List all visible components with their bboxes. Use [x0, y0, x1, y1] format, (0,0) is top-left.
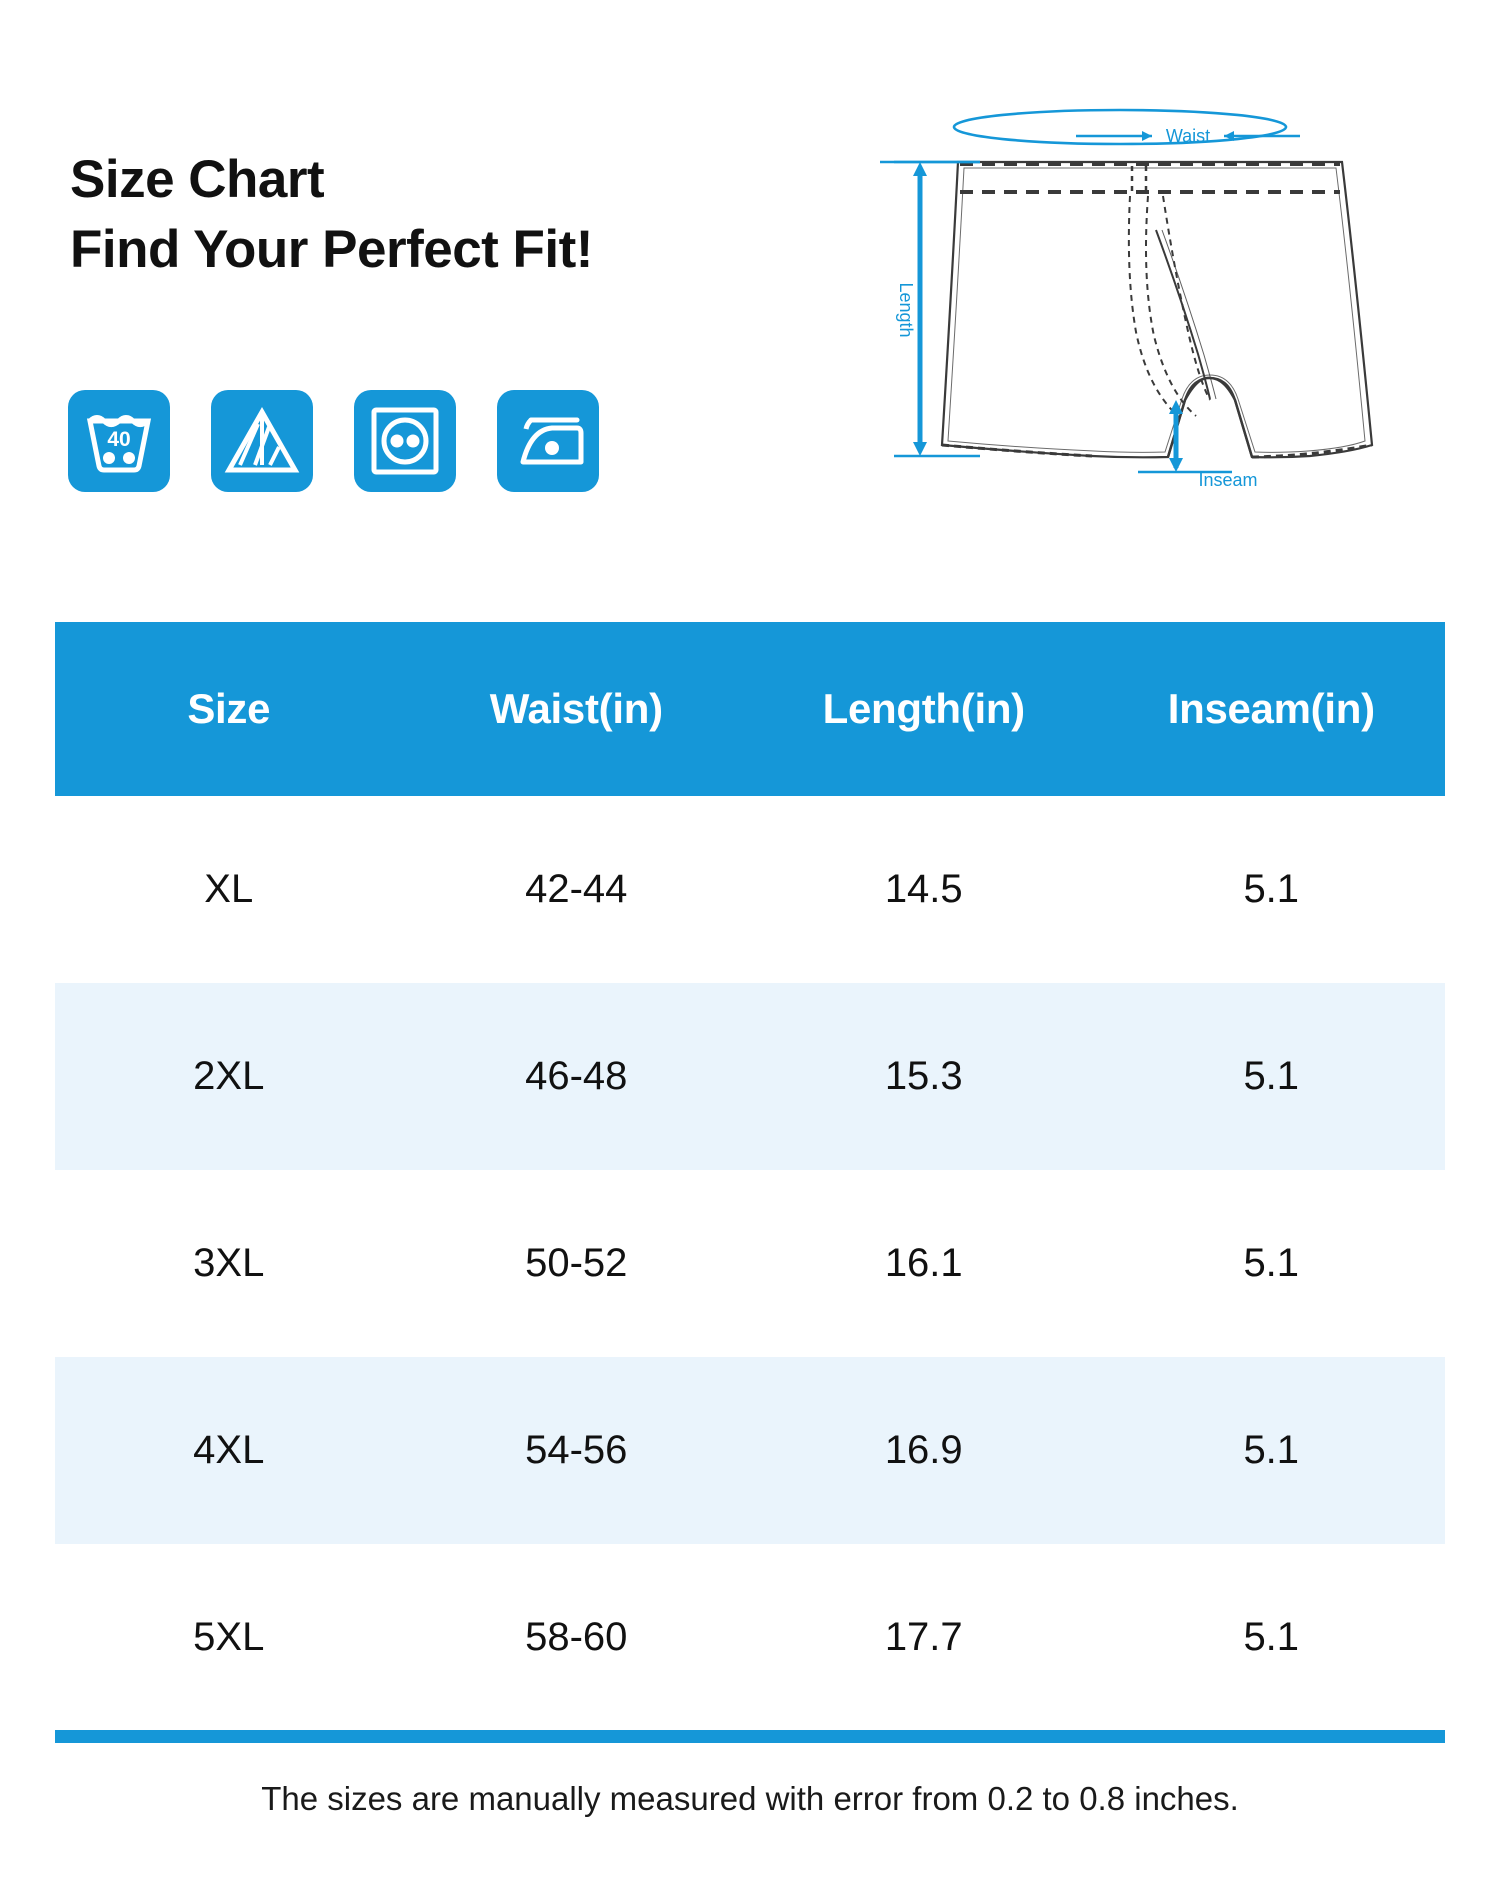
shorts-outline — [940, 160, 1374, 459]
care-instruction-icons: 40 — [68, 390, 599, 492]
cell-length: 16.9 — [750, 1357, 1098, 1544]
cell-waist: 54-56 — [402, 1357, 750, 1544]
size-table: Size Waist(in) Length(in) Inseam(in) XL 4… — [55, 622, 1445, 1731]
col-header-size: Size — [55, 622, 403, 796]
size-table-wrapper: Size Waist(in) Length(in) Inseam(in) XL 4… — [55, 622, 1445, 1731]
cell-length: 15.3 — [750, 983, 1098, 1170]
cell-size: 5XL — [55, 1544, 403, 1731]
cell-inseam: 5.1 — [1097, 1544, 1445, 1731]
garment-measurement-diagram: Waist Length I — [880, 100, 1440, 570]
cell-length: 16.1 — [750, 1170, 1098, 1357]
waist-label: Waist — [1166, 126, 1210, 146]
size-table-body: XL 42-44 14.5 5.1 2XL 46-48 15.3 5.1 3XL 50-52 16.… — [55, 796, 1445, 1731]
table-row: 4XL 54-56 16.9 5.1 — [55, 1357, 1445, 1544]
cell-inseam: 5.1 — [1097, 983, 1445, 1170]
wash-40-icon: 40 — [68, 390, 170, 492]
col-header-waist: Waist(in) — [402, 622, 750, 796]
cell-inseam: 5.1 — [1097, 796, 1445, 983]
measurement-disclaimer: The sizes are manually measured with err… — [261, 1780, 1239, 1817]
size-table-head: Size Waist(in) Length(in) Inseam(in) — [55, 622, 1445, 796]
col-header-inseam: Inseam(in) — [1097, 622, 1445, 796]
inseam-annotation: Inseam — [1138, 400, 1258, 490]
cell-waist: 50-52 — [402, 1170, 750, 1357]
iron-icon — [497, 390, 599, 492]
table-row: 3XL 50-52 16.1 5.1 — [55, 1170, 1445, 1357]
table-header-row: Size Waist(in) Length(in) Inseam(in) — [55, 622, 1445, 796]
length-label: Length — [896, 282, 916, 337]
header-area: Size Chart Find Your Perfect Fit! 40 — [0, 0, 1500, 600]
cell-size: 3XL — [55, 1170, 403, 1357]
cell-waist: 42-44 — [402, 796, 750, 983]
cell-size: 4XL — [55, 1357, 403, 1544]
page-title-block: Size Chart Find Your Perfect Fit! — [70, 145, 593, 285]
inseam-label: Inseam — [1198, 470, 1257, 490]
svg-text:40: 40 — [107, 428, 130, 451]
table-row: 2XL 46-48 15.3 5.1 — [55, 983, 1445, 1170]
cell-length: 14.5 — [750, 796, 1098, 983]
footer-divider-bar — [55, 1730, 1445, 1743]
page-title: Size Chart — [70, 150, 325, 209]
col-header-length: Length(in) — [750, 622, 1098, 796]
length-annotation: Length — [880, 160, 980, 458]
table-row: XL 42-44 14.5 5.1 — [55, 796, 1445, 983]
cell-waist: 46-48 — [402, 983, 750, 1170]
cell-waist: 58-60 — [402, 1544, 750, 1731]
cell-length: 17.7 — [750, 1544, 1098, 1731]
bleach-triangle-icon — [211, 390, 313, 492]
table-row: 5XL 58-60 17.7 5.1 — [55, 1544, 1445, 1731]
waist-annotation: Waist — [952, 108, 1300, 146]
tumble-dry-icon — [354, 390, 456, 492]
cell-inseam: 5.1 — [1097, 1357, 1445, 1544]
cell-inseam: 5.1 — [1097, 1170, 1445, 1357]
page-subtitle: Find Your Perfect Fit! — [70, 219, 593, 279]
cell-size: 2XL — [55, 983, 403, 1170]
cell-size: XL — [55, 796, 403, 983]
